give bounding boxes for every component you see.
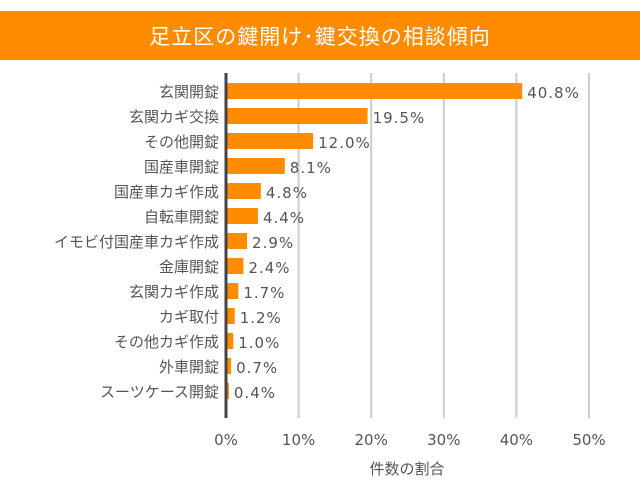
data-label: 4.4% xyxy=(263,209,305,227)
category-label: 金庫開錠 xyxy=(159,258,219,276)
bar xyxy=(226,208,258,224)
category-label: 外車開錠 xyxy=(159,358,219,376)
category-label: 玄関開錠 xyxy=(159,83,219,101)
data-label: 0.7% xyxy=(236,359,278,377)
data-label: 12.0% xyxy=(318,134,371,152)
data-label: 4.8% xyxy=(266,184,308,202)
bar xyxy=(226,233,248,249)
data-label: 1.7% xyxy=(243,284,285,302)
category-label: その他開錠 xyxy=(144,133,219,151)
data-label: 1.2% xyxy=(240,309,282,327)
bar xyxy=(226,108,368,124)
chart-title: 足立区の鍵開け･鍵交換の相談傾向 xyxy=(0,11,640,60)
x-tick-label: 10% xyxy=(282,431,315,449)
bar xyxy=(226,283,239,299)
category-label: その他カギ作成 xyxy=(114,333,219,351)
bar xyxy=(226,158,285,174)
x-tick-label: 50% xyxy=(572,431,605,449)
category-label: 玄関カギ作成 xyxy=(129,283,219,301)
data-label: 1.0% xyxy=(238,334,280,352)
category-label: 国産車開錠 xyxy=(144,158,219,176)
data-label: 2.9% xyxy=(252,234,294,252)
data-label: 19.5% xyxy=(373,109,426,127)
bar xyxy=(226,258,244,274)
category-label: イモビ付国産車カギ作成 xyxy=(54,233,219,251)
bar xyxy=(226,358,232,374)
bar xyxy=(226,333,234,349)
data-label: 2.4% xyxy=(248,259,290,277)
x-axis-title: 件数の割合 xyxy=(369,460,444,478)
category-label: スーツケース開錠 xyxy=(100,383,219,401)
category-label: 玄関カギ交換 xyxy=(129,108,219,126)
x-tick-label: 20% xyxy=(355,431,388,449)
data-label: 0.4% xyxy=(234,384,276,402)
bar xyxy=(226,83,523,99)
bar xyxy=(226,133,314,149)
category-label: 自転車開錠 xyxy=(144,208,219,226)
x-tick-label: 30% xyxy=(427,431,460,449)
data-label: 40.8% xyxy=(527,84,580,102)
x-tick-label: 40% xyxy=(500,431,533,449)
bar xyxy=(226,183,261,199)
x-tick-label: 0% xyxy=(214,431,238,449)
category-label: 国産車カギ作成 xyxy=(114,183,219,201)
bar xyxy=(226,308,235,324)
data-label: 8.1% xyxy=(290,159,332,177)
category-label: カギ取付 xyxy=(159,308,219,326)
